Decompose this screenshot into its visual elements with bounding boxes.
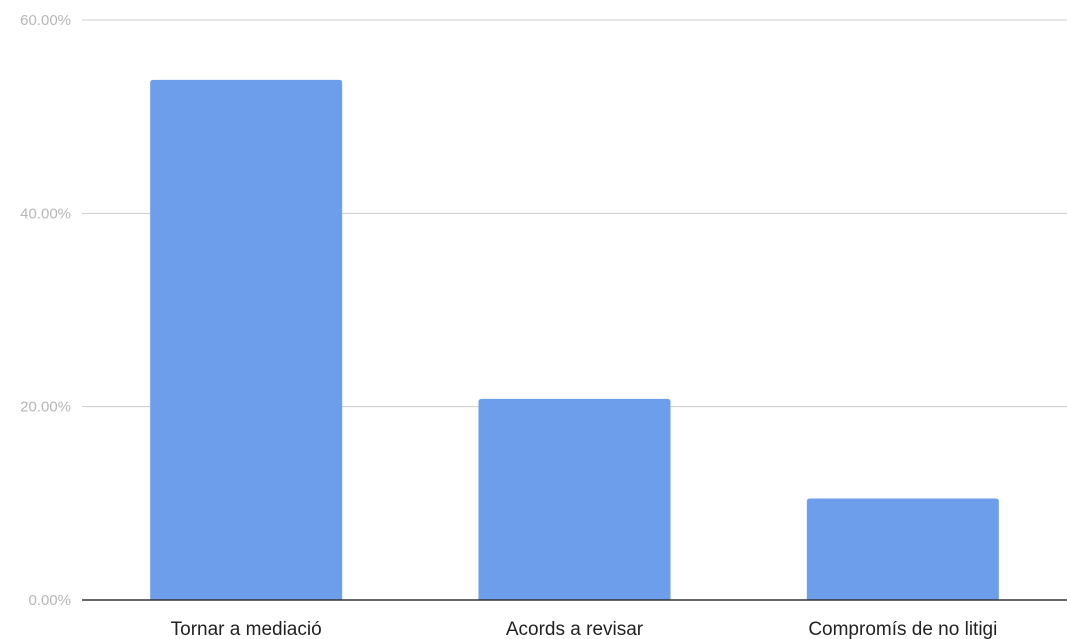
bars — [150, 79, 999, 600]
bar — [806, 498, 999, 600]
x-axis-tick-labels: Tornar a mediació Acords a revisar Comprom… — [171, 619, 998, 639]
y-tick-label: 40.00% — [20, 205, 71, 222]
y-axis-tick-labels: 0.00% 20.00% 40.00% 60.00% — [20, 12, 71, 609]
y-tick-label: 0.00% — [28, 592, 71, 609]
bar — [478, 398, 671, 600]
y-tick-label: 60.00% — [20, 12, 71, 29]
x-tick-label: Acords a revisar — [506, 619, 644, 639]
x-tick-label: Compromís de no litigi — [808, 619, 997, 639]
bar — [150, 79, 343, 600]
x-tick-label: Tornar a mediació — [171, 619, 322, 639]
y-tick-label: 20.00% — [20, 399, 71, 416]
